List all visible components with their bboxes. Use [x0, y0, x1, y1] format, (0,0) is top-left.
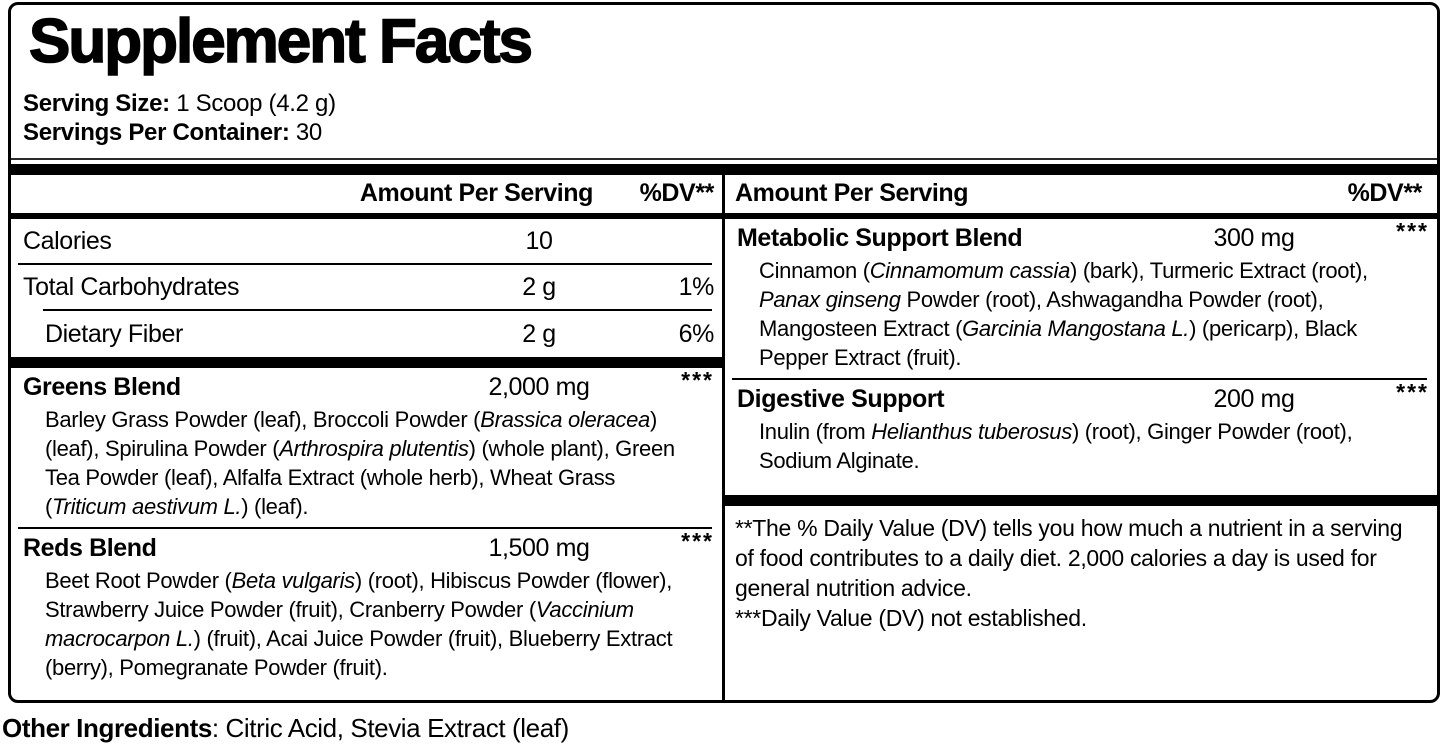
blend-dv: *** [1396, 218, 1429, 244]
facts-columns: Amount Per Serving %DV** Calories 10 Tot… [11, 175, 1437, 700]
nutrient-amount: 10 [525, 226, 553, 255]
label-border-box: Supplement Facts Serving Size: 1 Scoop (… [8, 2, 1440, 703]
dv-header: %DV** [1347, 179, 1423, 207]
serving-size-label: Serving Size: [23, 90, 170, 117]
row-separator [18, 527, 712, 529]
divider-thick-left [11, 357, 722, 368]
blend-amount: 1,500 mg [488, 534, 590, 562]
blend-ingredients: Cinnamon (Cinnamomum cassia) (bark), Tur… [759, 258, 1368, 370]
nutrient-dv: 1% [678, 272, 715, 301]
blend-header: Digestive Support 200 mg *** [737, 379, 1429, 414]
nutrient-amount: 2 g [522, 272, 556, 301]
serving-info: Serving Size: 1 Scoop (4.2 g) Servings P… [11, 89, 1437, 147]
amount-per-serving-header: Amount Per Serving [359, 179, 594, 207]
amount-per-serving-header: Amount Per Serving [735, 179, 969, 207]
serving-size-line: Serving Size: 1 Scoop (4.2 g) [23, 89, 1437, 118]
nutrient-name: Dietary Fiber [45, 319, 183, 348]
dv-header: %DV** [639, 179, 715, 207]
blend-dv: *** [681, 367, 714, 393]
row-separator [732, 378, 1427, 380]
nutrient-name: Total Carbohydrates [23, 272, 240, 301]
blend-amount: 300 mg [1213, 224, 1295, 252]
blend-name: Metabolic Support Blend [737, 224, 1023, 252]
column-divider [722, 175, 725, 700]
blend-ingredients: Inulin (from Helianthus tuberosus) (root… [759, 419, 1353, 473]
blend-dv: *** [681, 528, 714, 554]
right-column: Amount Per Serving %DV** Metabolic Suppo… [725, 175, 1437, 700]
blend-reds: Reds Blend 1,500 mg *** Beet Root Powder… [11, 528, 722, 688]
nutrient-amount: 2 g [522, 319, 556, 348]
table-row-calories: Calories 10 [11, 219, 722, 263]
blend-ingredients: Barley Grass Powder (leaf), Broccoli Pow… [45, 407, 675, 519]
page-title: Supplement Facts [28, 7, 534, 76]
nutrient-name: Calories [23, 226, 112, 255]
dv-footnote: **The % Daily Value (DV) tells you how m… [735, 515, 1403, 601]
left-column: Amount Per Serving %DV** Calories 10 Tot… [11, 175, 722, 700]
blend-ingredients: Beet Root Powder (Beta vulgaris) (root),… [45, 568, 673, 680]
blend-name: Greens Blend [23, 373, 181, 401]
nutrient-dv: 6% [678, 319, 715, 348]
blend-name: Reds Blend [23, 534, 157, 562]
blend-name: Digestive Support [737, 385, 945, 413]
left-column-header: Amount Per Serving %DV** [11, 175, 722, 219]
blend-header: Greens Blend 2,000 mg *** [23, 367, 714, 402]
table-row-dietary-fiber: Dietary Fiber 2 g 6% [11, 311, 722, 357]
table-row-total-carbohydrates: Total Carbohydrates 2 g 1% [11, 265, 722, 309]
servings-per-container-value: 30 [289, 119, 322, 146]
divider-thin [11, 158, 1437, 160]
row-separator-indented [43, 309, 712, 311]
blend-dv: *** [1396, 379, 1429, 405]
serving-size-value: 1 Scoop (4.2 g) [169, 90, 336, 117]
other-ingredients-value: : Citric Acid, Stevia Extract (leaf) [211, 713, 569, 743]
servings-per-container-label: Servings Per Container: [23, 119, 290, 146]
blend-greens: Greens Blend 2,000 mg *** Barley Grass P… [11, 367, 722, 527]
blend-amount: 2,000 mg [488, 373, 590, 401]
other-ingredients-line: Other Ingredients: Citric Acid, Stevia E… [2, 713, 569, 744]
blend-header: Reds Blend 1,500 mg *** [23, 528, 714, 563]
right-column-header: Amount Per Serving %DV** [725, 175, 1437, 219]
other-ingredients-label: Other Ingredients [2, 713, 212, 743]
servings-per-container-line: Servings Per Container: 30 [23, 118, 1437, 147]
divider-thick-top [11, 164, 1437, 175]
blend-header: Metabolic Support Blend 300 mg *** [737, 218, 1429, 253]
row-separator [18, 263, 712, 265]
blend-amount: 200 mg [1213, 385, 1295, 413]
blend-metabolic-support: Metabolic Support Blend 300 mg *** Cinna… [725, 218, 1437, 378]
footnotes: **The % Daily Value (DV) tells you how m… [725, 506, 1437, 633]
divider-thick-right [725, 495, 1437, 506]
dv-not-established-footnote: ***Daily Value (DV) not established. [735, 605, 1087, 631]
blend-digestive-support: Digestive Support 200 mg *** Inulin (fro… [725, 379, 1437, 481]
